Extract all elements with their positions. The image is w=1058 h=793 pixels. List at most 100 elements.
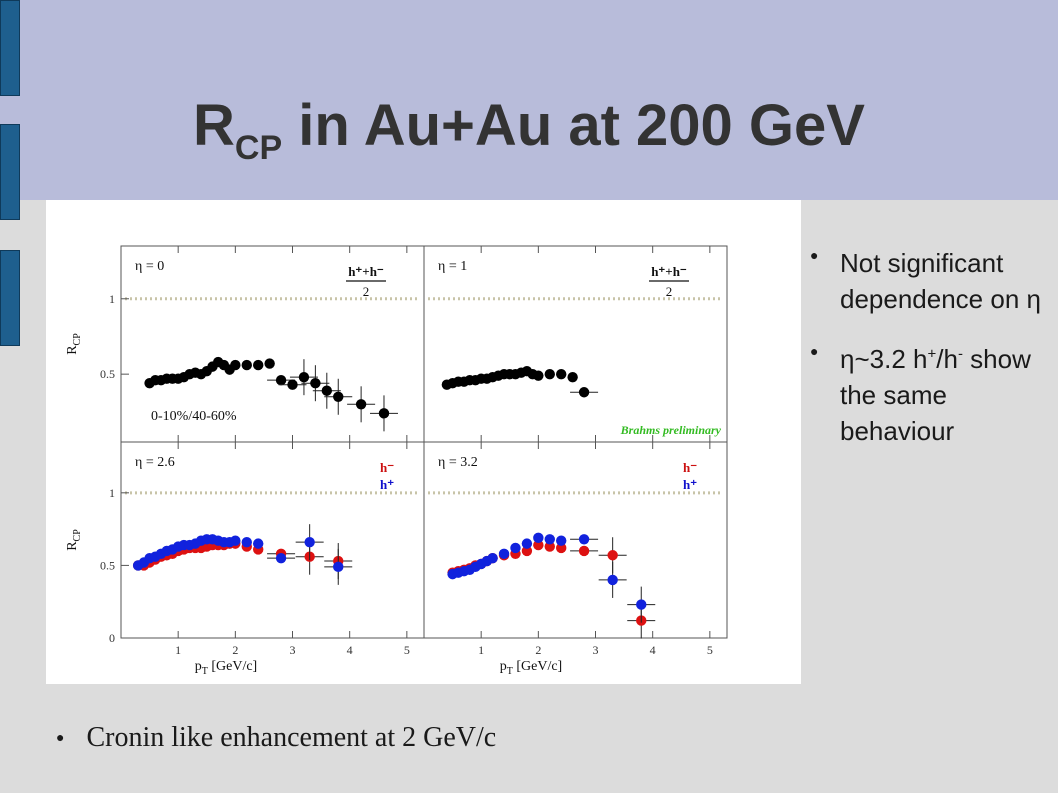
brahms-watermark: Brahms preliminary: [620, 423, 722, 437]
data-point: [275, 552, 287, 564]
data-point: [607, 574, 618, 586]
data-point: [230, 535, 241, 546]
data-point: [636, 599, 647, 610]
data-point: [544, 368, 555, 380]
data-point: [521, 538, 533, 549]
legend-entry: h⁻: [380, 460, 394, 475]
bullet-eta-dependence: ● Not significant dependence on η: [806, 246, 1046, 318]
data-point: [487, 552, 498, 564]
x-label-rest: [GeV/c]: [208, 659, 257, 674]
data-point: [556, 542, 567, 554]
x-tick-label: 5: [404, 643, 410, 657]
data-point: [264, 358, 275, 369]
data-point: [333, 561, 344, 573]
data-point: [355, 399, 367, 410]
data-point: [567, 371, 578, 383]
data-point: [578, 534, 590, 545]
bullet-dot: ●: [810, 247, 819, 263]
legend-denominator: 2: [363, 284, 370, 299]
data-point: [253, 538, 264, 549]
slide-title: RCP in Au+Au at 200 GeV: [0, 92, 1058, 167]
series-h-plus: [132, 524, 353, 585]
data-point: [275, 374, 287, 386]
data-point: [607, 550, 618, 561]
data-point: [304, 536, 315, 548]
data-point: [578, 545, 590, 557]
y-axis-label: RCP: [65, 529, 83, 551]
bullet-dot: ●: [56, 729, 65, 745]
panel-frame: [120, 441, 425, 639]
x-axis-label: pT [GeV/c]: [500, 659, 562, 677]
x-label-main: p: [500, 659, 507, 674]
data-point: [544, 534, 555, 545]
panel-frame: [423, 441, 728, 639]
bullet-text-post: show the same behaviour: [840, 343, 1031, 446]
x-axis-label: pT [GeV/c]: [195, 659, 257, 677]
panel-annotation: 0-10%/40-60%: [151, 409, 237, 424]
rcp-chart: 1 0.5 η = 0 h⁺+h⁻ 2 0-10%/40-60% η = 1 h⁺+h⁻ 2 Br…: [65, 245, 728, 677]
y-tick-label: 0.5: [100, 367, 115, 381]
panel-eta-label: η = 2.6: [135, 455, 175, 470]
data-point: [544, 541, 555, 552]
bullet-sup-minus: -: [957, 345, 963, 363]
data-point: [533, 532, 544, 544]
series-combined: [144, 356, 398, 432]
series-h-plus: [447, 532, 656, 623]
panel-eta-label: η = 1: [438, 259, 467, 274]
x-tick-label: 1: [175, 643, 181, 657]
panel-eta-label: η = 3.2: [438, 455, 478, 470]
x-label-main: p: [195, 659, 202, 674]
y-label-main: R: [65, 345, 80, 355]
data-point: [378, 408, 390, 419]
bullet-sup-plus: +: [927, 345, 937, 363]
data-point: [498, 548, 510, 559]
legend-entry: h⁺: [683, 477, 697, 492]
panel-eta-label: η = 0: [135, 259, 164, 274]
x-label-rest: [GeV/c]: [513, 659, 562, 674]
y-tick-label: 1: [109, 486, 115, 500]
legend-entry: h⁺: [380, 477, 394, 492]
x-tick-label: 1: [478, 643, 484, 657]
bullet-text-pre: η~3.2 h: [840, 343, 928, 374]
x-tick-label: 3: [290, 643, 296, 657]
title-rest: in Au+Au at 200 GeV: [282, 93, 865, 158]
bullet-text-mid: /h: [936, 343, 958, 374]
bullet-charge-behaviour: ● η~3.2 h+/h- show the same behaviour: [806, 342, 1046, 450]
bottom-bullet-text: Cronin like enhancement at 2 GeV/c: [86, 722, 497, 753]
deco-bar-2: [0, 124, 20, 220]
data-point: [556, 535, 567, 546]
figure: 1 0.5 η = 0 h⁺+h⁻ 2 0-10%/40-60% η = 1 h⁺+h⁻ 2 Br…: [46, 200, 801, 684]
data-point: [578, 387, 590, 398]
x-tick-label: 2: [232, 643, 238, 657]
legend-numerator: h⁺+h⁻: [348, 264, 384, 279]
data-point: [533, 539, 544, 551]
y-label-main: R: [65, 541, 80, 551]
slide-header: [0, 0, 1058, 200]
panel-eta0: 1 0.5 η = 0 h⁺+h⁻ 2 0-10%/40-60%: [100, 245, 425, 443]
deco-bar-3: [0, 250, 20, 346]
y-axis-label: RCP: [65, 333, 83, 355]
data-point: [253, 359, 264, 371]
bullet-dot: ●: [810, 342, 819, 359]
series-combined: [441, 365, 599, 398]
bullet-text: Not significant dependence on η: [840, 248, 1041, 314]
x-label-sub: T: [507, 666, 513, 677]
data-point: [510, 542, 521, 554]
legend-numerator: h⁺+h⁻: [651, 264, 687, 279]
y-tick-label: 1: [109, 292, 115, 306]
y-label-sub: CP: [72, 529, 83, 542]
x-tick-label: 4: [347, 643, 353, 657]
data-point: [333, 391, 344, 402]
data-point: [287, 379, 298, 390]
legend-entry: h⁻: [683, 460, 697, 475]
x-label-sub: T: [202, 666, 208, 677]
data-point: [241, 359, 252, 371]
data-point: [521, 545, 533, 557]
title-subscript: CP: [234, 129, 283, 167]
y-tick-label: 0: [109, 631, 115, 645]
y-label-sub: CP: [72, 333, 83, 346]
y-tick-label: 0.5: [100, 558, 115, 572]
data-point: [556, 368, 567, 380]
bottom-bullet: ● Cronin like enhancement at 2 GeV/c: [56, 722, 496, 754]
data-point: [241, 536, 252, 548]
